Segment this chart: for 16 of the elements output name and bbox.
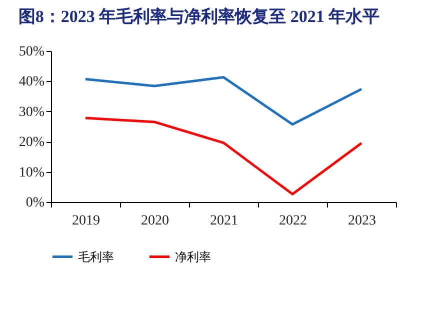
x-tick-label: 2022	[279, 214, 307, 228]
x-tick-label: 2023	[348, 214, 376, 228]
y-tick-label: 40%	[18, 74, 45, 90]
line-series	[84, 116, 363, 196]
x-tick-label: 2019	[72, 214, 100, 228]
y-tick-label: 30%	[18, 104, 45, 120]
legend-label: 毛利率	[78, 250, 114, 264]
x-tick-label: 2021	[210, 214, 238, 228]
x-tick-label: 2020	[141, 214, 169, 228]
legend-label: 净利率	[175, 250, 211, 264]
y-tick-label: 10%	[18, 165, 45, 180]
line-series	[84, 76, 363, 126]
y-tick-label: 50%	[18, 44, 45, 60]
chart-title: 图8：2023 年毛利率与净利率恢复至 2021 年水平	[18, 7, 380, 26]
y-tick-label: 0%	[26, 196, 45, 210]
y-tick-label: 20%	[18, 135, 45, 150]
